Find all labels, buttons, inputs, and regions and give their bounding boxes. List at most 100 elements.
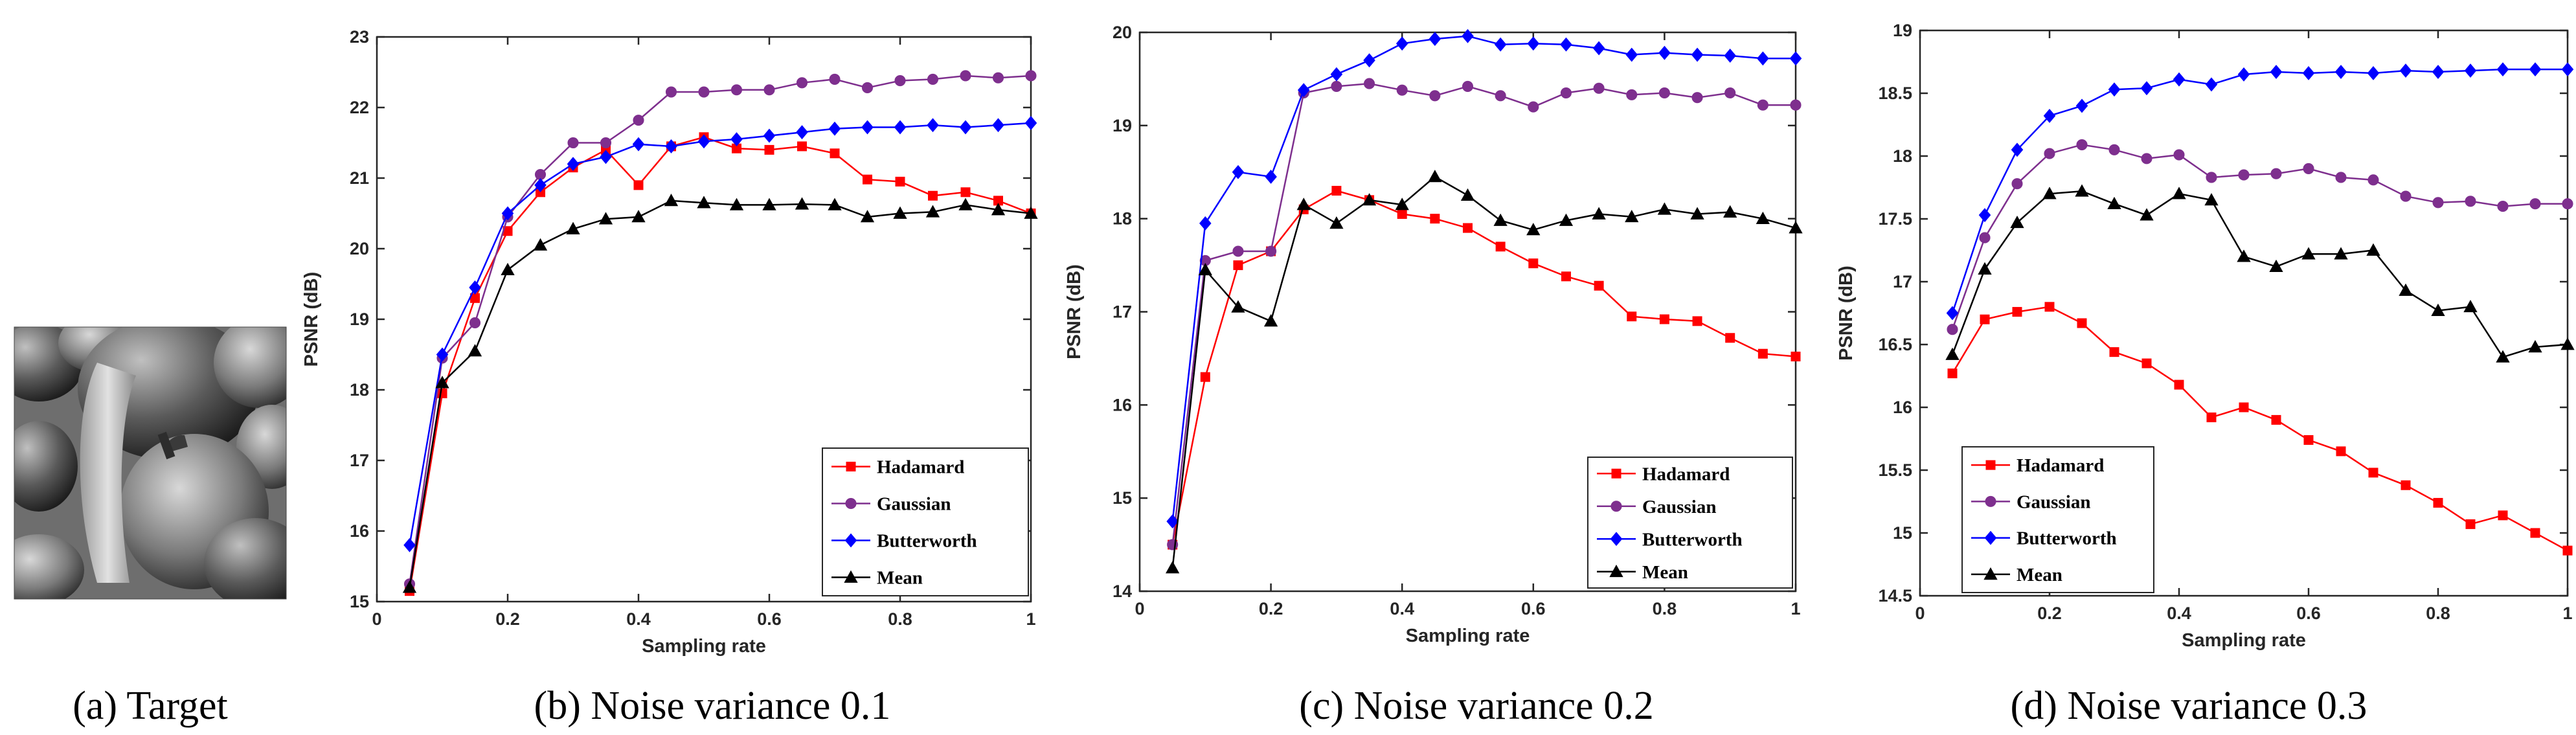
series-line-mean — [409, 199, 1032, 588]
data-point-gaussian — [1724, 87, 1736, 99]
legend-marker-butterworth — [844, 533, 857, 548]
data-point-butterworth — [697, 134, 710, 149]
y-tick-label: 17 — [1893, 272, 1912, 291]
data-point-gaussian — [1232, 245, 1244, 257]
data-point-gaussian — [2270, 168, 2282, 179]
data-point-butterworth — [1658, 45, 1671, 60]
data-point-butterworth — [600, 150, 612, 164]
data-point-mean — [1625, 209, 1639, 223]
data-point-butterworth — [1560, 37, 1572, 52]
data-point-mean — [1493, 213, 1508, 226]
data-point-gaussian — [567, 137, 579, 149]
y-tick-label: 22 — [350, 98, 369, 117]
data-point-hadamard — [1430, 214, 1440, 224]
data-point-mean — [1460, 188, 1475, 201]
data-point-gaussian — [2367, 174, 2379, 186]
data-point-mean — [2560, 337, 2575, 350]
data-point-butterworth — [2043, 108, 2056, 123]
data-point-mean — [631, 210, 646, 223]
data-point-butterworth — [992, 118, 1004, 133]
legend-label-gaussian: Gaussian — [1642, 497, 1716, 517]
chart-panel-2: 0 0.2 0.4 0.6 0.8 1 14 15 16 17 18 19 20 Sampling rat… — [1064, 23, 1803, 728]
y-tick-label: 15 — [1893, 523, 1912, 543]
series-mean — [1166, 170, 1803, 574]
data-point-hadamard — [1561, 271, 1571, 282]
x-tick-label: 0.8 — [2426, 604, 2450, 623]
data-point-hadamard — [2433, 497, 2443, 508]
data-point-butterworth — [1199, 216, 1212, 231]
data-point-butterworth — [1724, 49, 1736, 63]
data-point-gaussian — [1790, 99, 1802, 111]
data-point-butterworth — [1978, 208, 1991, 223]
x-tick-label: 1 — [1791, 599, 1800, 618]
data-point-butterworth — [1395, 36, 1408, 51]
data-point-mean — [1362, 193, 1377, 206]
data-point-hadamard — [1594, 280, 1604, 291]
data-point-butterworth — [1592, 41, 1605, 56]
data-point-mean — [533, 238, 548, 251]
data-point-mean — [1559, 213, 1574, 226]
data-point-gaussian — [2562, 198, 2573, 210]
data-point-mean — [1263, 314, 1278, 327]
data-point-mean — [2431, 303, 2445, 316]
y-tick-label: 15 — [350, 592, 369, 611]
legend-label-butterworth: Butterworth — [877, 531, 977, 552]
y-tick-label: 21 — [350, 168, 369, 188]
legend-marker-gaussian — [1985, 495, 1996, 507]
data-point-butterworth — [861, 120, 874, 135]
x-tick-label: 0 — [1915, 604, 1925, 623]
data-point-butterworth — [469, 280, 481, 295]
series-butterworth — [403, 116, 1037, 552]
data-point-gaussian — [2400, 190, 2412, 202]
data-point-gaussian — [2335, 172, 2347, 183]
data-point-butterworth — [2205, 77, 2218, 92]
data-point-butterworth — [927, 118, 939, 133]
x-tick-label: 1 — [1026, 609, 1035, 629]
data-point-hadamard — [2012, 307, 2022, 317]
y-tick-label: 17.5 — [1878, 209, 1912, 229]
data-point-butterworth — [2367, 66, 2380, 80]
legend-marker-gaussian — [845, 497, 857, 510]
series-mean — [1945, 184, 2575, 363]
legend-label-gaussian: Gaussian — [2017, 492, 2090, 512]
data-point-mean — [664, 194, 679, 207]
data-point-hadamard — [1233, 260, 1243, 271]
data-point-hadamard — [2109, 347, 2119, 357]
data-point-mean — [1428, 170, 1442, 183]
data-point-gaussian — [2141, 153, 2152, 164]
data-point-mean — [958, 198, 973, 210]
data-point-mean — [402, 580, 417, 593]
data-point-gaussian — [1331, 80, 1342, 92]
target-caption: (a) Target — [73, 684, 228, 728]
legend-marker-butterworth — [1984, 530, 1997, 545]
y-tick-label: 19 — [1113, 116, 1132, 135]
x-tick-label: 0.6 — [1521, 599, 1546, 618]
data-point-mean — [2366, 243, 2380, 256]
data-point-butterworth — [2302, 66, 2315, 80]
x-axis-label: Sampling rate — [2182, 630, 2306, 651]
data-point-butterworth — [2011, 142, 2024, 157]
data-point-gaussian — [1495, 90, 1506, 102]
data-point-mean — [2010, 215, 2024, 229]
data-point-gaussian — [1462, 80, 1474, 92]
legend-marker-butterworth — [1610, 532, 1623, 547]
data-point-butterworth — [1024, 116, 1037, 130]
legend-box — [1961, 446, 2154, 593]
data-point-butterworth — [2173, 72, 2186, 87]
x-tick-label: 0.4 — [2167, 604, 2191, 623]
data-point-gaussian — [1593, 82, 1605, 94]
data-point-mean — [1198, 262, 1212, 276]
data-point-gaussian — [960, 70, 971, 82]
data-point-hadamard — [2498, 510, 2508, 521]
y-tick-label: 23 — [350, 27, 369, 47]
y-tick-label: 18 — [1893, 146, 1912, 166]
data-point-mean — [1231, 300, 1245, 313]
data-point-gaussian — [1658, 87, 1670, 99]
legend-label-gaussian: Gaussian — [877, 494, 951, 515]
data-point-butterworth — [2399, 63, 2412, 78]
data-point-mean — [991, 203, 1006, 216]
data-point-mean — [2204, 193, 2219, 206]
data-point-hadamard — [1947, 368, 1958, 379]
data-point-hadamard — [1980, 314, 1990, 324]
data-point-gaussian — [1396, 84, 1408, 96]
